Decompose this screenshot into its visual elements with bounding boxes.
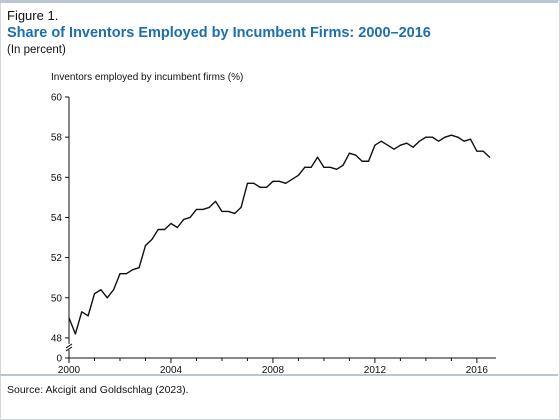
data-point: [195, 208, 198, 211]
data-point: [278, 180, 280, 182]
data-point: [380, 140, 382, 142]
line-chart: Inventors employed by incumbent firms (%…: [51, 72, 496, 377]
data-point: [176, 226, 178, 229]
data-point: [361, 160, 363, 162]
data-point: [125, 273, 127, 275]
data-point: [68, 317, 70, 319]
data-point: [387, 144, 389, 146]
data-point: [240, 206, 242, 209]
data-point: [463, 140, 465, 142]
figure-label: Figure 1.: [7, 8, 59, 23]
x-tick-label: 2016: [466, 365, 489, 376]
y-tick-label: 0: [56, 354, 62, 365]
data-point: [100, 289, 102, 291]
data-point: [119, 273, 121, 275]
data-point: [304, 166, 306, 168]
data-point: [425, 136, 427, 138]
data-point: [183, 218, 185, 221]
data-point: [144, 244, 147, 247]
data-point: [316, 156, 319, 158]
data-point: [348, 152, 351, 154]
data-point: [208, 206, 210, 209]
x-tick-label: 2004: [160, 365, 183, 376]
data-point: [285, 182, 287, 184]
data-point: [482, 150, 484, 152]
series-points: [68, 134, 491, 335]
y-tick-label: 54: [51, 213, 63, 224]
y-axis-label: Inventors employed by incumbent firms (%…: [51, 72, 243, 83]
data-point: [342, 164, 344, 166]
y-tick-label: 56: [51, 173, 63, 184]
data-point: [399, 144, 402, 146]
data-point: [246, 182, 249, 184]
data-point: [93, 293, 96, 295]
data-point: [476, 150, 478, 152]
data-point: [406, 142, 408, 144]
data-point: [374, 144, 376, 146]
data-point: [189, 216, 191, 219]
data-point: [106, 297, 108, 299]
data-point: [253, 182, 255, 184]
source-note: Source: Akcigit and Goldschlag (2023).: [7, 384, 189, 396]
data-point: [489, 156, 491, 158]
data-point: [323, 166, 325, 168]
data-point: [221, 210, 223, 213]
y-tick-label: 48: [51, 333, 63, 344]
data-point: [297, 174, 300, 176]
x-tick-label: 2012: [364, 365, 387, 376]
data-point: [259, 186, 261, 188]
data-point: [412, 146, 414, 148]
y-tick-label: 58: [51, 133, 63, 144]
data-point: [393, 148, 395, 150]
data-point: [336, 168, 338, 170]
figure-title: Share of Inventors Employed by Incumbent…: [7, 25, 431, 41]
data-point: [132, 269, 134, 271]
data-point: [170, 222, 172, 225]
x-tick-label: 2008: [262, 365, 285, 376]
data-point: [457, 136, 459, 138]
data-point: [431, 136, 433, 138]
data-point: [151, 238, 153, 241]
data-point: [157, 228, 159, 231]
top-rule: [0, 0, 558, 3]
data-point: [113, 289, 115, 291]
x-tick-label: 2000: [58, 365, 81, 376]
data-point: [202, 208, 204, 211]
data-point: [272, 180, 274, 182]
figure-subtitle: (In percent): [7, 44, 66, 56]
data-point: [214, 200, 217, 202]
y-tick-label: 60: [51, 93, 63, 104]
data-point: [265, 186, 268, 188]
y-axis-break: [65, 343, 73, 352]
data-point: [227, 210, 229, 213]
y-tick-label: 50: [51, 293, 63, 304]
data-point: [438, 140, 440, 142]
data-point: [450, 134, 452, 136]
data-point: [138, 267, 140, 269]
bottom-rule: [0, 374, 558, 376]
data-point: [87, 315, 89, 317]
data-point: [367, 160, 370, 162]
data-point: [234, 212, 236, 215]
data-point: [81, 311, 83, 313]
data-point: [469, 138, 472, 140]
data-point: [310, 166, 312, 168]
data-point: [163, 228, 166, 231]
data-point: [329, 166, 331, 168]
y-tick-label: 52: [51, 253, 63, 264]
chart-axes: [65, 97, 496, 359]
data-point: [444, 136, 446, 138]
data-point: [355, 154, 357, 156]
data-point: [74, 333, 76, 335]
series-line: [68, 134, 491, 335]
data-point: [291, 178, 293, 180]
data-point: [418, 140, 421, 142]
